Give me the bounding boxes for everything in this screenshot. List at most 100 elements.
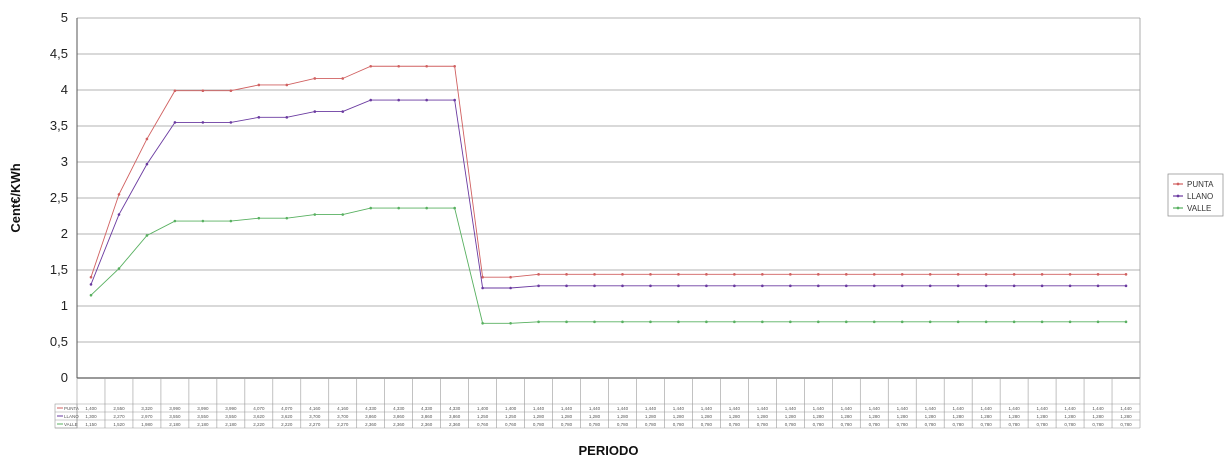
data-point [1068,320,1072,324]
table-cell-value: 1,440 [1092,406,1104,411]
y-tick-label: 2,5 [50,190,68,205]
data-point [900,320,904,324]
data-point [789,284,792,288]
series-line-punta [90,65,1127,278]
legend: PUNTA LLANO VALLE [1167,173,1224,217]
data-point [453,206,456,210]
y-tick-label: 0,5 [50,334,68,349]
data-point [733,273,736,276]
table-cell-value: 4,330 [365,406,377,411]
y-tick-label: 0 [61,370,68,385]
table-cell-value: 2,220 [253,422,265,427]
data-point [1096,273,1100,276]
table-cell-value: 3,990 [225,406,237,411]
table-cell-value: 1,280 [869,414,881,419]
table-cell-value: 1,280 [785,414,797,419]
series-lines [89,64,1128,325]
table-cell-value: 1,440 [673,406,685,411]
data-point [229,219,233,223]
data-point [341,77,345,80]
table-cell-value: 1,440 [1120,406,1132,411]
table-cell-value: 1,440 [533,406,545,411]
data-point [621,284,624,288]
table-cell-value: 0,780 [757,422,769,427]
data-point [257,216,261,220]
data-point [369,98,373,102]
y-axis-label: Cent€/KWh [8,163,23,232]
data-point [928,273,932,276]
data-point [1012,320,1016,324]
data-point [900,273,904,276]
table-cell-value: 4,160 [337,406,349,411]
data-point [872,320,876,324]
data-point [229,121,233,124]
data-point [313,213,317,216]
table-cell-value: 1,520 [113,422,125,427]
table-cell-value: 4,330 [449,406,461,411]
table-cell-value: 2,270 [113,414,125,419]
data-point [900,284,904,288]
table-cell-value: 1,440 [869,406,881,411]
table-cell-value: 1,440 [561,406,573,411]
y-tick-label: 5 [61,10,68,25]
table-cell-value: 0,780 [673,422,685,427]
data-point [453,98,456,102]
data-point [956,273,960,276]
table-cell-value: 1,980 [141,422,153,427]
data-point [201,219,205,223]
data-point [145,137,149,141]
data-point [537,320,540,324]
table-cell-value: 2,180 [225,422,237,427]
data-point [117,213,121,216]
table-cell-value: 1,250 [505,414,517,419]
table-cell-value: 1,280 [701,414,713,419]
table-cell-value: 2,180 [169,422,181,427]
table-cell-value: 3,550 [225,414,237,419]
table-cell-value: 0,780 [841,422,853,427]
data-point [593,273,596,276]
data-point [481,321,484,325]
table-cell-value: 1,280 [1008,414,1020,419]
table-cell-value: 1,280 [953,414,965,419]
data-point [789,273,792,276]
table-cell-value: 2,550 [113,406,125,411]
table-cell-value: 1,280 [841,414,853,419]
data-point [425,98,428,102]
table-cell-value: 1,400 [477,406,489,411]
data-point [705,320,708,324]
table-cell-value: 0,780 [1008,422,1020,427]
table-cell-value: 4,070 [281,406,293,411]
data-point [649,320,652,324]
data-point [509,286,512,290]
table-cell-value: 1,400 [85,406,97,411]
table-cell-value: 1,280 [981,414,993,419]
data-point [593,320,596,324]
y-tick-label: 1 [61,298,68,313]
table-cell-value: 2,360 [393,422,405,427]
table-cell-value: 0,780 [1120,422,1132,427]
data-point [341,110,345,113]
y-tick-labels: 0 0,5 1 1,5 2 2,5 3 3,5 4 4,5 5 [50,10,68,385]
data-point [844,273,848,276]
table-cell-value: 0,760 [505,422,517,427]
data-point [1124,320,1128,324]
table-cell-value: 1,440 [617,406,629,411]
table-cell-value: 2,270 [337,422,349,427]
data-point [509,275,512,279]
data-point [984,273,988,276]
data-point [173,121,177,124]
legend-marker [1176,182,1180,186]
data-point [677,284,680,288]
data-point [285,83,289,87]
table-cell-value: 2,360 [421,422,433,427]
data-point [1012,273,1016,276]
table-cell-value: 1,440 [897,406,909,411]
data-point [369,206,373,210]
data-point [117,193,121,196]
table-cell-value: 1,440 [757,406,769,411]
data-point [425,64,428,68]
table-cell-value: 3,550 [169,414,181,419]
table-cell-value: 3,320 [141,406,153,411]
data-point [537,273,540,276]
y-tick-label: 1,5 [50,262,68,277]
